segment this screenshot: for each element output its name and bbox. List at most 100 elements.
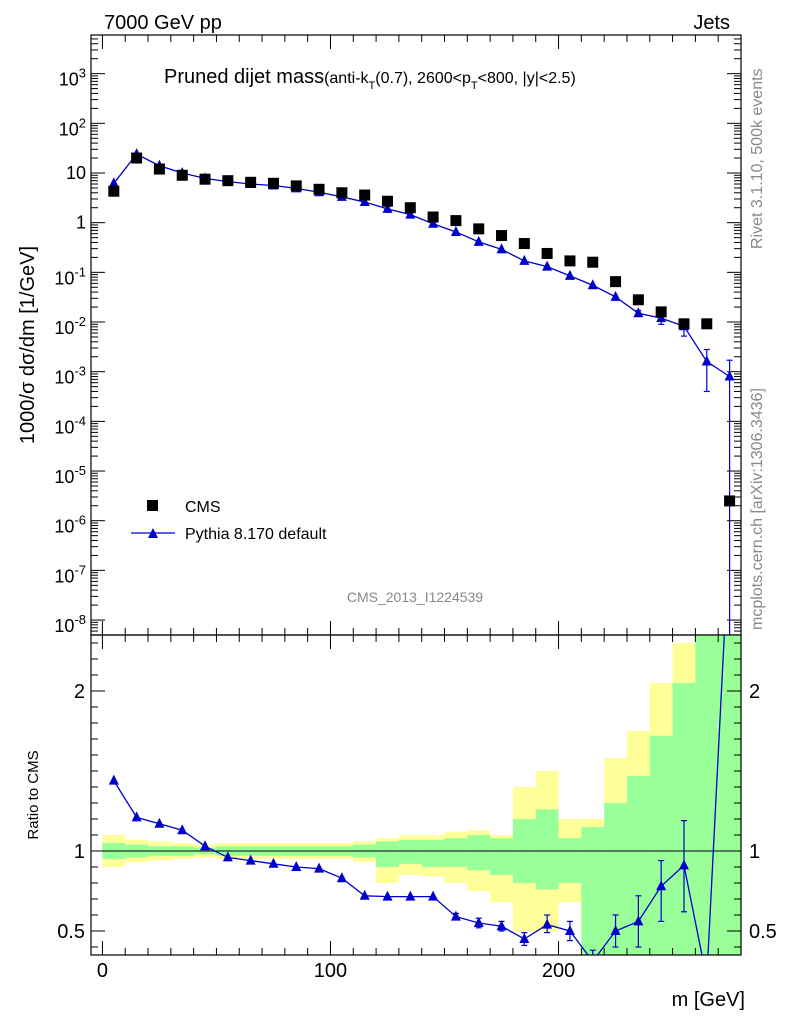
x-tick-label: 0 bbox=[97, 960, 108, 982]
ratio-mc-point bbox=[519, 933, 530, 943]
cms-point bbox=[222, 175, 234, 187]
main-marks bbox=[108, 148, 736, 635]
ratio-y-tick-label: 0.5 bbox=[57, 921, 85, 943]
ratio-mc-point bbox=[154, 817, 165, 828]
header-left: 7000 GeV pp bbox=[104, 12, 222, 34]
main-y-tick-label: 10-8 bbox=[54, 612, 86, 636]
x-tick-label: 200 bbox=[542, 960, 575, 982]
mc-point bbox=[359, 196, 370, 207]
uncertainty-band-inner bbox=[649, 735, 673, 955]
uncertainty-band-inner bbox=[398, 839, 422, 864]
mc-point bbox=[496, 243, 507, 254]
ratio-mc-point bbox=[450, 910, 461, 921]
mc-point bbox=[108, 177, 119, 188]
cms-point bbox=[678, 318, 690, 330]
ratio-y-tick-label: 2 bbox=[74, 681, 85, 703]
ratio-mc-point bbox=[291, 861, 302, 871]
title-sub-2: T bbox=[471, 80, 478, 92]
ratio-mc-point bbox=[473, 917, 484, 927]
cms-point bbox=[108, 185, 120, 197]
ratio-mc-point bbox=[610, 925, 621, 935]
main-y-tick-label: 10-1 bbox=[54, 264, 86, 288]
mcplots-label: mcplots.cern.ch [arXiv:1306.3436] bbox=[749, 388, 766, 630]
mc-point bbox=[724, 370, 735, 381]
main-y-axis-label: 1000/σ dσ/dm [1/GeV] bbox=[17, 246, 39, 444]
cms-point bbox=[336, 187, 348, 199]
ratio-mc-point bbox=[131, 811, 142, 822]
rivet-version-label: Rivet 3.1.10, 500k events bbox=[749, 68, 766, 249]
main-y-tick-label: 10-4 bbox=[54, 413, 86, 437]
ratio-mc-point bbox=[382, 890, 393, 901]
mc-point bbox=[587, 279, 598, 290]
ratio-mc-line bbox=[113, 635, 725, 955]
ratio-mc-point bbox=[633, 915, 644, 926]
ratio-mc-point bbox=[222, 851, 233, 862]
legend-cms-marker bbox=[147, 500, 158, 511]
uncertainty-band-inner bbox=[535, 809, 559, 890]
title-detail-pre: (anti-k bbox=[324, 70, 369, 87]
cms-point bbox=[724, 495, 736, 507]
cms-point bbox=[632, 294, 644, 306]
cms-point bbox=[655, 306, 667, 318]
ratio-mc-point bbox=[336, 872, 347, 883]
cms-point bbox=[541, 247, 553, 259]
ratio-mc-point bbox=[564, 925, 575, 935]
cms-point bbox=[404, 202, 416, 214]
ratio-mc-point bbox=[405, 890, 416, 901]
mc-point bbox=[701, 355, 712, 366]
mc-point bbox=[405, 208, 416, 219]
mc-point bbox=[633, 307, 644, 318]
cms-point bbox=[245, 176, 257, 188]
uncertainty-band-inner bbox=[490, 838, 513, 875]
main-y-tick-label: 1 bbox=[76, 213, 86, 233]
main-frame bbox=[90, 34, 742, 636]
uncertainty-band-inner bbox=[672, 683, 696, 955]
ratio-mc-series bbox=[108, 635, 725, 955]
ratio-bands bbox=[102, 635, 741, 955]
title-detail-post: <800, |y|<2.5) bbox=[478, 70, 576, 87]
mc-point bbox=[542, 260, 553, 271]
title-detail-mid: (0.7), 2600<p bbox=[375, 70, 471, 87]
uncertainty-band-inner bbox=[604, 803, 627, 955]
ratio-y-tick-label-right: 2 bbox=[749, 681, 760, 703]
cms-point bbox=[518, 238, 530, 250]
cms-point bbox=[496, 230, 508, 242]
ratio-y-axis-label: Ratio to CMS bbox=[25, 750, 42, 839]
cms-point bbox=[587, 256, 599, 268]
ratio-mc-point bbox=[108, 774, 119, 785]
main-panel: 10-8 10-7 10-6 10-5 10-4 10-3 10-2 10-1 1 10 102 10… bbox=[54, 34, 742, 636]
ratio-marks bbox=[108, 635, 725, 955]
cms-point bbox=[427, 211, 439, 223]
uncertainty-band-inner bbox=[467, 835, 491, 871]
cms-point bbox=[199, 173, 211, 185]
uncertainty-band-inner bbox=[626, 775, 650, 955]
cms-point bbox=[610, 276, 622, 288]
legend-cms-label: CMS bbox=[185, 499, 221, 516]
x-axis-label: m [GeV] bbox=[672, 989, 745, 1011]
cms-point bbox=[176, 169, 188, 181]
cms-point bbox=[267, 177, 279, 189]
main-y-tick-label: 10-6 bbox=[54, 513, 86, 537]
main-y-tick-label: 10-3 bbox=[54, 364, 86, 388]
cms-point bbox=[290, 180, 302, 192]
cms-point bbox=[359, 189, 371, 201]
mc-point bbox=[473, 235, 484, 246]
ratio-mc-point bbox=[678, 859, 689, 870]
uncertainty-band-inner bbox=[695, 635, 719, 955]
main-y-tick-label: 102 bbox=[59, 115, 86, 139]
ratio-mc-point bbox=[656, 880, 667, 891]
title-sub-1: T bbox=[369, 80, 376, 92]
ratio-mc-point bbox=[177, 824, 188, 835]
ratio-mc-point bbox=[200, 840, 211, 851]
ratio-frame bbox=[90, 634, 742, 956]
uncertainty-band-inner bbox=[376, 841, 399, 867]
header-right: Jets bbox=[693, 12, 730, 34]
main-y-tick-label: 103 bbox=[59, 66, 86, 90]
mc-point bbox=[610, 290, 621, 301]
mc-point bbox=[428, 217, 439, 228]
legend-mc-marker bbox=[148, 528, 158, 538]
cms-point bbox=[473, 223, 485, 235]
uncertainty-band-inner bbox=[558, 838, 582, 883]
main-y-tick-label: 10-7 bbox=[54, 562, 86, 586]
